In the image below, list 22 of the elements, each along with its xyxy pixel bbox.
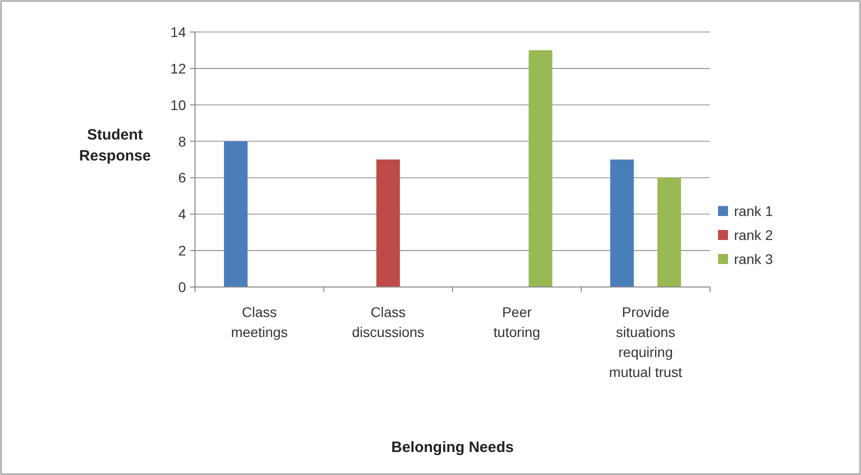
y-tick-label: 4 xyxy=(178,206,186,222)
y-tick-label: 6 xyxy=(178,170,186,186)
y-tick-label: 0 xyxy=(178,279,186,295)
x-axis-title: Belonging Needs xyxy=(391,439,514,456)
y-tick-label: 8 xyxy=(178,133,186,150)
bar xyxy=(657,178,682,287)
y-tick-label: 14 xyxy=(170,24,186,40)
bar xyxy=(528,50,552,287)
legend-label: rank 3 xyxy=(734,251,774,267)
x-tick-label: Class discussions xyxy=(352,304,424,340)
x-tick-label: Provide situations requiring mutual trust xyxy=(609,304,682,380)
y-axis-title: Student Response xyxy=(79,126,151,164)
x-tick-label: Class meetings xyxy=(230,304,288,340)
y-tick-label: 2 xyxy=(178,242,186,259)
legend-label: rank 1 xyxy=(734,203,774,219)
bar xyxy=(376,160,400,287)
legend-label: rank 2 xyxy=(734,227,774,243)
x-tick-label: Peer tutoring xyxy=(494,304,540,340)
y-tick-label: 10 xyxy=(170,96,186,113)
bar xyxy=(224,141,248,287)
y-tick-label: 12 xyxy=(170,60,186,76)
bar xyxy=(610,160,634,287)
